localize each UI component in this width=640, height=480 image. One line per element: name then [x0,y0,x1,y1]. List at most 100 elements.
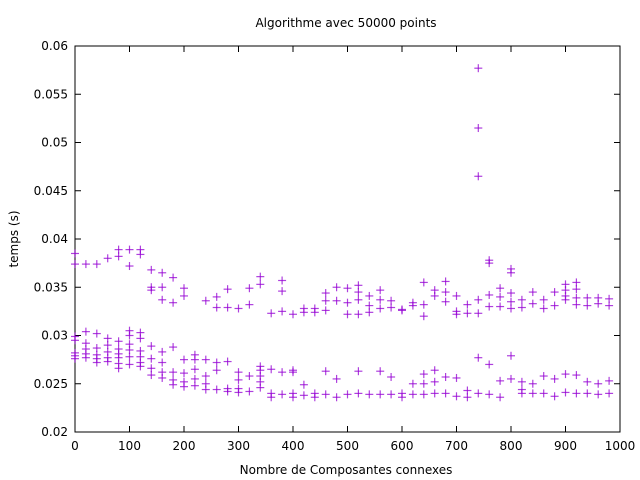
data-point [223,303,232,312]
data-point [212,385,221,394]
y-axis-label: temps (s) [7,210,21,267]
data-point [103,341,112,350]
data-point [605,301,614,310]
data-point [485,259,494,268]
y-tick-label: 0.025 [34,377,68,391]
data-point [419,300,428,309]
data-point [452,392,461,401]
x-tick-label: 200 [173,439,196,453]
data-point [201,385,210,394]
data-point [474,309,483,318]
data-point [92,358,101,367]
data-point [365,301,374,310]
data-point [441,277,450,286]
data-point [201,355,210,364]
data-point [430,389,439,398]
data-point [354,389,363,398]
data-point [180,355,188,364]
data-point [474,124,483,133]
data-point [507,374,515,383]
data-point [594,379,603,388]
data-point [474,295,483,304]
y-tick-label: 0.02 [41,425,68,439]
data-point [398,393,406,402]
data-point [605,376,614,385]
data-point [365,291,374,300]
data-point [321,296,330,305]
data-point [212,292,221,301]
data-point [125,331,134,340]
data-point [419,379,428,388]
data-point [223,285,232,294]
data-point [376,390,385,399]
data-point [517,385,526,394]
data-point [452,373,461,382]
x-tick-label: 800 [500,439,523,453]
data-point [125,245,134,254]
data-point [474,64,483,73]
data-point [267,309,276,318]
data-point [125,352,134,361]
data-point [496,284,505,293]
data-point [278,276,287,285]
data-point [256,280,265,289]
data-point [212,366,221,375]
data-point [267,393,276,402]
data-point [463,309,472,318]
data-point [496,292,505,301]
data-point [528,299,537,308]
data-point [190,365,199,374]
data-point [234,388,243,397]
x-tick-label: 900 [554,439,577,453]
y-tick-label: 0.04 [41,232,68,246]
data-point [180,369,188,378]
data-point [245,372,254,381]
data-point [245,300,254,309]
data-point [147,364,156,373]
data-point [299,308,308,317]
data-point [387,372,396,381]
data-point [234,304,243,313]
data-point [245,387,254,396]
data-point [310,308,319,317]
data-point [550,301,559,310]
data-point [71,354,79,363]
data-point [463,386,472,395]
y-tick-label: 0.045 [34,184,68,198]
data-point [539,372,548,381]
data-point [354,281,363,290]
data-point [572,278,581,287]
data-point [583,377,592,386]
data-point [572,371,581,380]
data-point [452,291,461,300]
x-tick-label: 300 [227,439,250,453]
data-point [332,374,341,383]
data-point [507,268,515,277]
data-point [245,284,254,293]
data-point [528,288,537,297]
data-point [289,368,297,377]
x-tick-label: 400 [282,439,305,453]
x-tick-label: 700 [445,439,468,453]
data-point [474,389,483,398]
data-point [463,393,472,402]
data-point [332,393,341,402]
y-tick-label: 0.05 [41,136,68,150]
data-point [376,286,385,295]
plot-frame [74,45,621,433]
data-point [147,371,156,380]
data-point [103,254,112,263]
data-point [572,300,581,309]
data-point [419,312,428,321]
data-point [81,260,90,269]
data-point [147,342,156,351]
data-point [485,290,494,299]
data-point [550,288,559,297]
data-point [71,260,79,269]
data-point [419,278,428,287]
data-point [419,390,428,399]
data-point [376,295,385,304]
data-point [180,284,188,293]
data-point [158,358,167,367]
data-point [278,368,287,377]
